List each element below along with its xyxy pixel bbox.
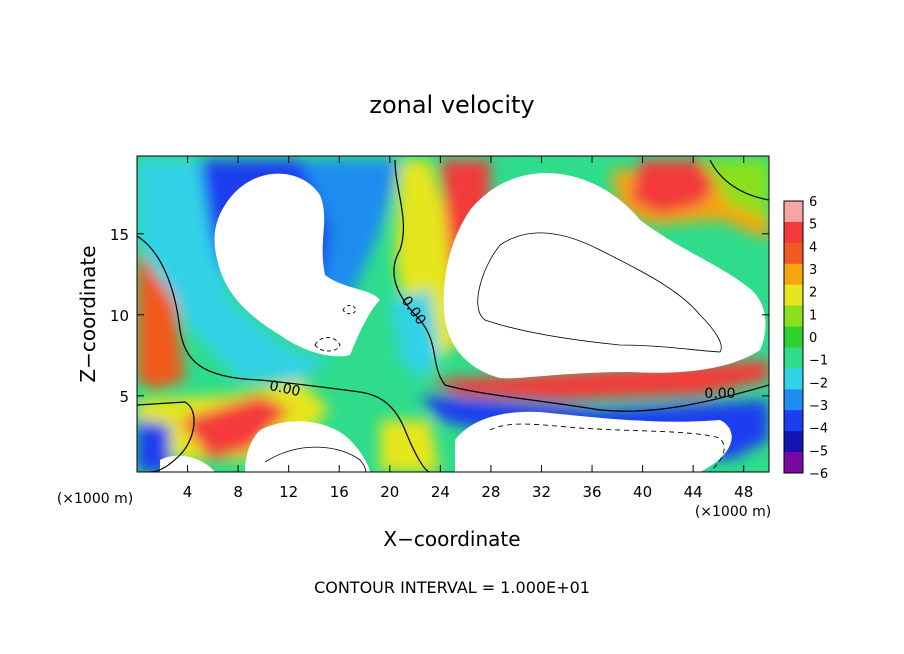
velocity-field bbox=[137, 156, 769, 472]
chart-title: zonal velocity bbox=[369, 91, 534, 119]
y-axis-label: Z−coordinate bbox=[76, 245, 100, 382]
x-tick-label: 32 bbox=[532, 483, 551, 501]
undefined-region-lower-middle bbox=[455, 411, 732, 472]
colorbar-label: −1 bbox=[809, 354, 828, 369]
x-tick-label: 16 bbox=[330, 483, 349, 501]
y-tick-label: 10 bbox=[110, 307, 129, 325]
undefined-region-lower-left bbox=[245, 421, 370, 472]
x-tick-label: 8 bbox=[233, 483, 243, 501]
colorbar-swatch bbox=[784, 431, 803, 453]
plot-frame bbox=[136, 155, 770, 473]
zero-contour-channel bbox=[393, 159, 769, 412]
colorbar-label: −6 bbox=[809, 467, 828, 482]
colorbar-swatch bbox=[784, 242, 803, 265]
colorbar-swatch bbox=[784, 201, 803, 223]
colorbar-swatch bbox=[784, 284, 803, 307]
undefined-region-upper-left bbox=[214, 173, 380, 357]
thin-contour-lower bbox=[264, 446, 367, 472]
dashed-contour-lower bbox=[489, 423, 725, 472]
zero-contour-left bbox=[137, 401, 195, 472]
colorbar-label: 1 bbox=[809, 308, 817, 323]
colorbar-swatch bbox=[784, 347, 803, 369]
colorbar-swatch bbox=[784, 410, 803, 432]
contour-label-right: 0.00 bbox=[704, 386, 735, 402]
x-unit-right: (×1000 m) bbox=[695, 504, 771, 520]
x-unit-left: (×1000 m) bbox=[57, 491, 133, 507]
undefined-region-lower-edge bbox=[160, 455, 215, 472]
colorbar-label: 4 bbox=[809, 240, 817, 255]
x-tick-label: 12 bbox=[279, 483, 298, 501]
colorbar-swatch bbox=[784, 452, 803, 474]
y-tick-label: 5 bbox=[119, 388, 129, 406]
x-tick-label: 4 bbox=[183, 483, 193, 501]
colorbar-label: 6 bbox=[809, 195, 817, 210]
x-axis-label: X−coordinate bbox=[383, 527, 520, 551]
colorbar-swatch bbox=[784, 305, 803, 328]
colorbar-label: 0 bbox=[809, 331, 817, 346]
colorbar-label: −4 bbox=[809, 422, 828, 437]
x-axis: 4 8 12 16 20 24 28 32 36 40 44 48 bbox=[183, 156, 753, 501]
colorbar-label: 3 bbox=[809, 263, 817, 278]
undefined-region-upper-right bbox=[443, 172, 766, 379]
x-tick-label: 40 bbox=[633, 483, 652, 501]
x-tick-label: 36 bbox=[582, 483, 601, 501]
colorbar-label: 2 bbox=[809, 286, 817, 301]
dashed-contour-small bbox=[314, 337, 341, 352]
colorbar-swatch bbox=[784, 221, 803, 244]
y-tick-label: 15 bbox=[110, 226, 129, 244]
x-tick-label: 20 bbox=[380, 483, 399, 501]
thin-contour-right bbox=[477, 232, 722, 353]
colorbar-label: −2 bbox=[809, 376, 828, 391]
zero-contour-main bbox=[137, 235, 431, 472]
colorbar-label: −5 bbox=[809, 444, 828, 459]
colorbar-swatch bbox=[784, 326, 803, 348]
contour-interval-note: CONTOUR INTERVAL = 1.000E+01 bbox=[314, 578, 590, 597]
colorbar: 6 5 4 3 2 1 0 −1 −2 −3 −4 −5 −6 bbox=[783, 195, 828, 482]
y-axis: 5 10 15 bbox=[110, 226, 769, 406]
colorbar-swatch bbox=[784, 389, 803, 411]
colorbar-swatch bbox=[784, 263, 803, 286]
x-tick-label: 24 bbox=[431, 483, 450, 501]
colorbar-frame bbox=[783, 200, 804, 474]
x-tick-label: 48 bbox=[734, 483, 753, 501]
contour-label-left: 0.00 bbox=[268, 378, 302, 400]
colorbar-label: 5 bbox=[809, 218, 817, 233]
x-tick-label: 44 bbox=[684, 483, 703, 501]
colorbar-label: −3 bbox=[809, 399, 828, 414]
colorbar-swatch bbox=[784, 368, 803, 390]
x-tick-label: 28 bbox=[481, 483, 500, 501]
zero-contour-upper-right bbox=[709, 159, 769, 201]
